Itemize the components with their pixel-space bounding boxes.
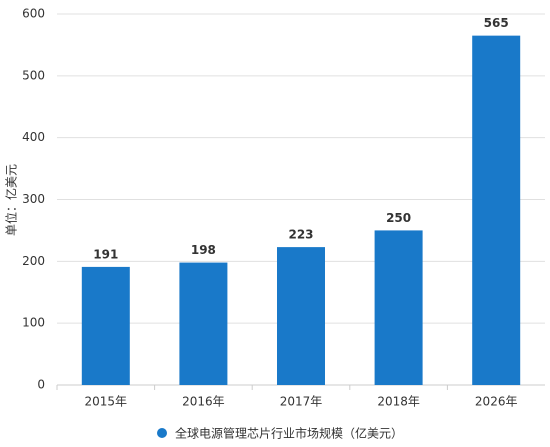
y-tick-label: 400	[22, 130, 45, 144]
x-tick-label: 2017年	[280, 395, 323, 409]
legend-marker	[157, 428, 167, 438]
x-tick-label: 2016年	[182, 395, 225, 409]
y-axis-label: 单位：亿美元	[4, 164, 19, 236]
bar	[81, 266, 130, 385]
y-tick-label: 100	[22, 316, 45, 330]
data-label: 191	[93, 247, 118, 261]
data-label: 223	[288, 228, 313, 242]
y-tick-label: 0	[37, 378, 45, 392]
x-tick-label: 2026年	[475, 395, 518, 409]
bar	[179, 262, 228, 385]
x-tick-label: 2018年	[377, 395, 420, 409]
data-label: 565	[484, 16, 509, 30]
x-tick-label: 2015年	[85, 395, 128, 409]
bar	[277, 247, 325, 385]
y-tick-label: 300	[22, 192, 45, 206]
legend-label: 全球电源管理芯片行业市场规模（亿美元）	[175, 426, 403, 441]
data-label: 198	[191, 243, 216, 257]
y-tick-label: 500	[22, 68, 45, 82]
y-tick-label: 200	[22, 254, 45, 268]
bar	[472, 35, 521, 386]
bar	[374, 230, 423, 385]
y-tick-label: 600	[22, 7, 45, 21]
data-label: 250	[386, 211, 411, 225]
